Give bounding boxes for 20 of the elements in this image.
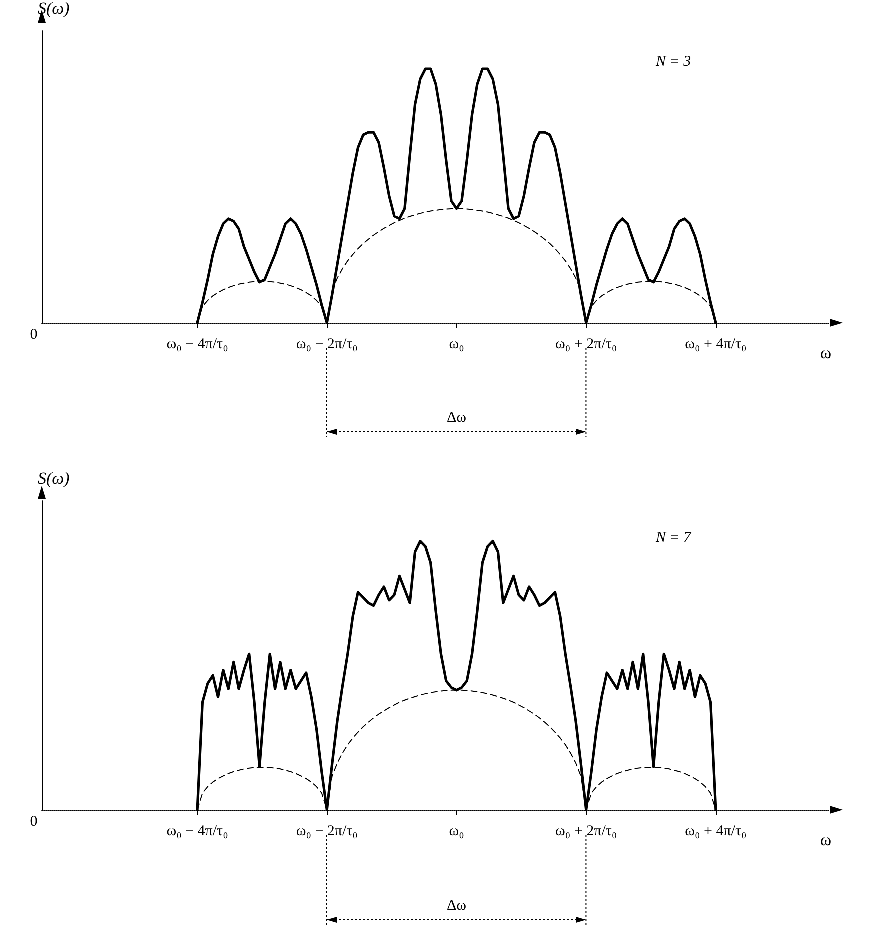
x-axis-title: ω [820,344,832,362]
x-tick-label: ω₀ − 2π/τ₀ [296,336,358,352]
x-tick-label: ω₀ + 4π/τ₀ [685,336,747,352]
x-axis-title: ω [820,830,832,850]
annotation: N = 7 [655,530,693,546]
annotation: N = 3 [655,54,692,70]
x-tick-label: ω₀ [449,824,464,840]
x-tick-label: ω₀ − 4π/τ₀ [166,336,228,352]
x-tick-label: ω₀ [449,336,464,352]
text: 0 [30,814,38,830]
y-axis-title: S(ω) [38,0,70,18]
x-tick-label: ω₀ + 2π/τ₀ [556,336,618,352]
text: Δω [446,410,467,426]
x-tick-label: ω₀ − 2π/τ₀ [296,824,358,840]
x-tick-label: ω₀ − 4π/τ₀ [166,824,228,840]
x-tick-label: ω₀ + 2π/τ₀ [556,824,618,840]
text: Δω [446,898,467,914]
text: 0 [30,327,38,343]
x-tick-label: ω₀ + 4π/τ₀ [685,824,747,840]
y-axis-title: S(ω) [38,469,70,488]
